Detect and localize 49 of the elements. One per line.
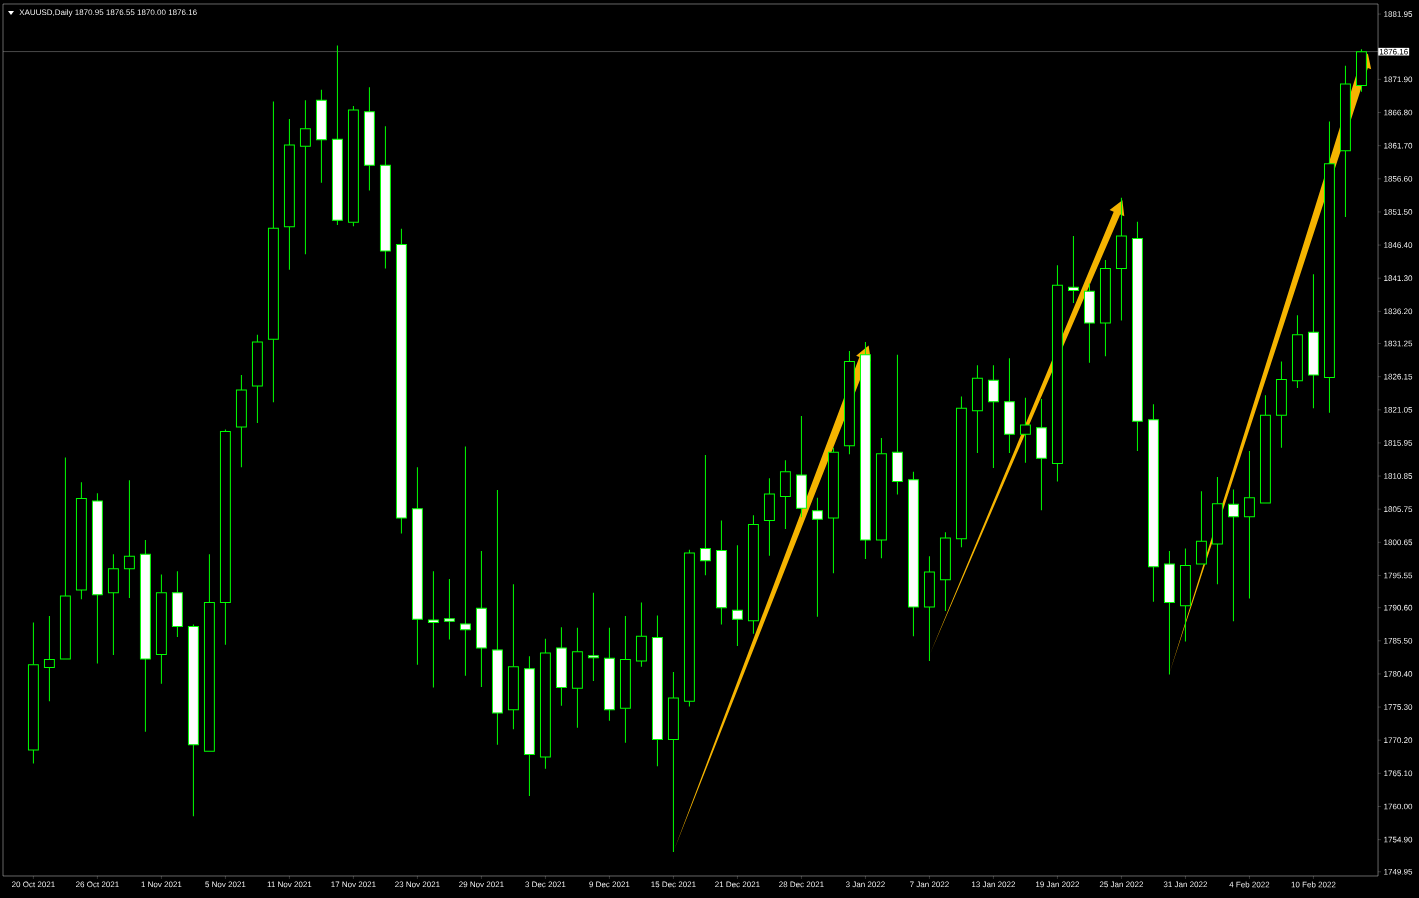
y-tick-label: 1831.25 [1384, 340, 1413, 347]
x-tick-label: 21 Dec 2021 [715, 881, 760, 888]
y-tick-label: 1765.10 [1384, 770, 1413, 777]
y-tick-label: 1749.95 [1384, 868, 1413, 875]
y-tick-label: 1760.00 [1384, 803, 1413, 810]
x-tick-label: 10 Feb 2022 [1291, 881, 1336, 888]
x-tick-label: 1 Nov 2021 [141, 881, 182, 888]
y-tick-label: 1785.50 [1384, 637, 1413, 644]
x-tick-label: 13 Jan 2022 [972, 881, 1016, 888]
x-tick-label: 7 Jan 2022 [910, 881, 949, 888]
y-tick-label: 1866.80 [1384, 109, 1413, 116]
y-tick-label: 1881.95 [1384, 11, 1413, 17]
x-tick-label: 4 Feb 2022 [1229, 881, 1270, 888]
y-tick-label: 1815.95 [1384, 440, 1413, 446]
y-tick-label: 1861.70 [1384, 142, 1413, 149]
y-tick-label: 1805.75 [1384, 506, 1413, 513]
x-tick-label: 5 Nov 2021 [205, 881, 246, 888]
y-tick-label: 1775.30 [1384, 704, 1413, 710]
y-tick-label: 1856.60 [1384, 175, 1413, 182]
x-tick-label: 25 Jan 2022 [1099, 881, 1144, 888]
y-tick-label: 1780.40 [1384, 671, 1413, 677]
y-tick-label: 1846.40 [1384, 242, 1413, 248]
x-tick-label: 11 Nov 2021 [267, 881, 312, 888]
x-tick-label: 28 Dec 2021 [779, 881, 824, 888]
ref-line-label: 1876.16 [1379, 48, 1408, 55]
x-tick-label: 31 Jan 2022 [1163, 881, 1208, 888]
x-tick-label: 23 Nov 2021 [395, 881, 440, 888]
text: XAUUSD,Daily 1870.95 1876.55 1870.00 1876.16 [19, 9, 197, 17]
x-tick-label: 19 Jan 2022 [1036, 881, 1080, 888]
y-tick-label: 1800.65 [1384, 539, 1413, 546]
y-tick-label: 1826.15 [1384, 373, 1413, 380]
y-tick-label: 1841.30 [1384, 275, 1413, 282]
y-tick-label: 1795.55 [1384, 572, 1413, 579]
x-tick-label: 20 Oct 2021 [12, 881, 55, 888]
y-tick-label: 1851.50 [1384, 209, 1413, 215]
x-tick-label: 29 Nov 2021 [459, 881, 504, 888]
y-tick-label: 1836.20 [1384, 308, 1413, 315]
x-tick-label: 26 Oct 2021 [76, 881, 119, 888]
y-tick-label: 1754.90 [1384, 836, 1413, 843]
y-tick-label: 1770.20 [1384, 737, 1413, 744]
y-tick-label: 1810.85 [1384, 473, 1413, 479]
x-tick-label: 9 Dec 2021 [589, 881, 630, 888]
x-tick-label: 15 Dec 2021 [651, 881, 696, 888]
y-tick-label: 1790.60 [1384, 604, 1413, 611]
x-tick-label: 3 Dec 2021 [525, 881, 566, 888]
y-tick-label: 1871.90 [1384, 76, 1413, 83]
y-tick-label: 1821.05 [1384, 406, 1413, 413]
x-tick-label: 17 Nov 2021 [331, 881, 376, 888]
x-tick-label: 3 Jan 2022 [845, 881, 885, 888]
